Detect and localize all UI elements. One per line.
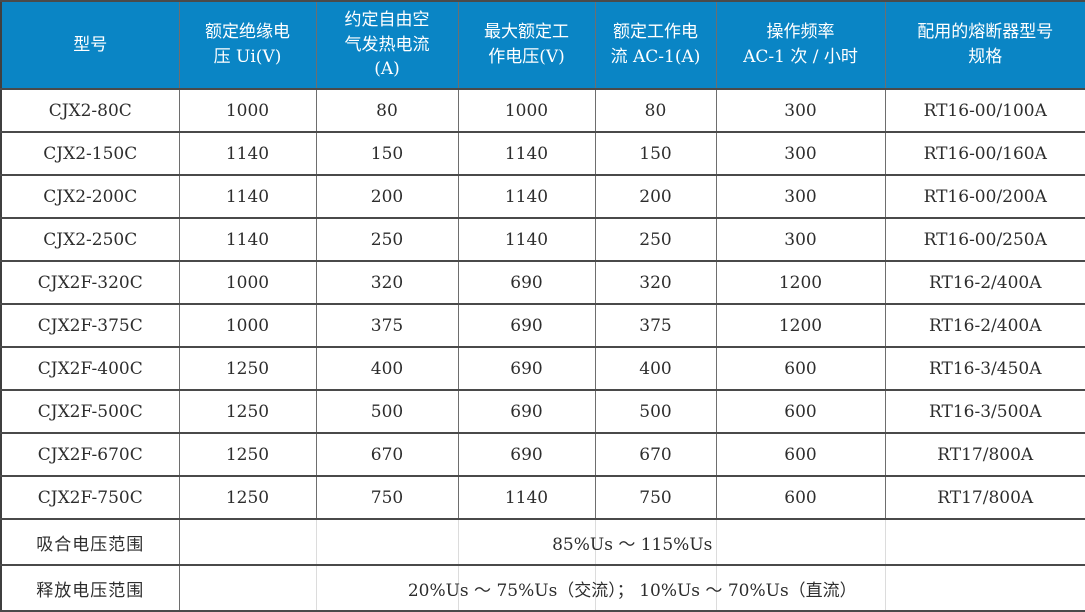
value-cell: 690 bbox=[457, 303, 596, 348]
value-cell: 150 bbox=[315, 131, 459, 176]
value-cell: 250 bbox=[594, 217, 717, 262]
fuse-spec-cell: RT16-00/100A bbox=[884, 88, 1085, 133]
table-row: CJX2-250C 1140 250 1140 250 300 RT16-00/250A bbox=[0, 217, 1085, 262]
fuse-spec-cell: RT16-2/400A bbox=[884, 260, 1085, 305]
model-cell: CJX2F-375C bbox=[0, 303, 180, 348]
col-header-3: 最大额定工 作电压(V) bbox=[457, 0, 596, 90]
value-cell: 320 bbox=[315, 260, 459, 305]
fuse-spec-cell: RT16-3/450A bbox=[884, 346, 1085, 391]
table-row: CJX2F-400C 1250 400 690 400 600 RT16-3/450A bbox=[0, 346, 1085, 391]
table-body: CJX2-80C 1000 80 1000 80 300 RT16-00/100A CJX2-… bbox=[0, 88, 1085, 520]
table-row: CJX2-200C 1140 200 1140 200 300 RT16-00/200A bbox=[0, 174, 1085, 219]
value-cell: 80 bbox=[594, 88, 717, 133]
col-header-2: 约定自由空 气发热电流 (A) bbox=[315, 0, 459, 90]
model-cell: CJX2F-400C bbox=[0, 346, 180, 391]
release-voltage-range-value: 20%Us ～ 75%Us（交流）； 10%Us ～ 70%Us（直流） bbox=[178, 564, 1085, 612]
fuse-spec-cell: RT16-00/200A bbox=[884, 174, 1085, 219]
fuse-spec-cell: RT16-00/250A bbox=[884, 217, 1085, 262]
value-cell: 250 bbox=[315, 217, 459, 262]
value-cell: 200 bbox=[315, 174, 459, 219]
value-cell: 1200 bbox=[715, 260, 886, 305]
value-cell: 1000 bbox=[178, 303, 317, 348]
value-cell: 1140 bbox=[457, 217, 596, 262]
value-cell: 1140 bbox=[178, 217, 317, 262]
model-cell: CJX2F-500C bbox=[0, 389, 180, 434]
value-cell: 1140 bbox=[178, 131, 317, 176]
value-cell: 690 bbox=[457, 389, 596, 434]
value-cell: 375 bbox=[315, 303, 459, 348]
value-cell: 690 bbox=[457, 432, 596, 477]
value-cell: 690 bbox=[457, 260, 596, 305]
table-row: CJX2F-670C 1250 670 690 670 600 RT17/800A bbox=[0, 432, 1085, 477]
model-cell: CJX2-150C bbox=[0, 131, 180, 176]
value-cell: 150 bbox=[594, 131, 717, 176]
value-cell: 300 bbox=[715, 217, 886, 262]
fuse-spec-cell: RT17/800A bbox=[884, 475, 1085, 520]
value-cell: 750 bbox=[315, 475, 459, 520]
value-cell: 300 bbox=[715, 131, 886, 176]
model-cell: CJX2F-670C bbox=[0, 432, 180, 477]
value-cell: 690 bbox=[457, 346, 596, 391]
release-voltage-range-label: 释放电压范围 bbox=[0, 564, 180, 612]
value-cell: 500 bbox=[315, 389, 459, 434]
value-cell: 200 bbox=[594, 174, 717, 219]
value-cell: 1140 bbox=[457, 174, 596, 219]
model-cell: CJX2-250C bbox=[0, 217, 180, 262]
value-cell: 1250 bbox=[178, 475, 317, 520]
model-cell: CJX2F-320C bbox=[0, 260, 180, 305]
col-header-6: 配用的熔断器型号 规格 bbox=[884, 0, 1085, 90]
value-cell: 1000 bbox=[178, 260, 317, 305]
value-cell: 400 bbox=[594, 346, 717, 391]
value-cell: 1250 bbox=[178, 389, 317, 434]
value-cell: 1250 bbox=[178, 432, 317, 477]
header-row: 型号 额定绝缘电 压 Ui(V) 约定自由空 气发热电流 (A) 最大额定工 作电压(… bbox=[0, 0, 1085, 90]
model-cell: CJX2-200C bbox=[0, 174, 180, 219]
value-cell: 320 bbox=[594, 260, 717, 305]
value-cell: 80 bbox=[315, 88, 459, 133]
value-cell: 300 bbox=[715, 88, 886, 133]
value-cell: 600 bbox=[715, 432, 886, 477]
footer-row-release-voltage: 释放电压范围 20%Us ～ 75%Us（交流）； 10%Us ～ 70%Us（… bbox=[0, 564, 1085, 612]
value-cell: 670 bbox=[315, 432, 459, 477]
fuse-spec-cell: RT16-00/160A bbox=[884, 131, 1085, 176]
value-cell: 1200 bbox=[715, 303, 886, 348]
value-cell: 1250 bbox=[178, 346, 317, 391]
col-header-5: 操作频率 AC-1 次 / 小时 bbox=[715, 0, 886, 90]
footer-row-pickup-voltage: 吸合电压范围 85%Us ～ 115%Us bbox=[0, 518, 1085, 566]
value-cell: 600 bbox=[715, 389, 886, 434]
table-row: CJX2F-500C 1250 500 690 500 600 RT16-3/500A bbox=[0, 389, 1085, 434]
col-header-4: 额定工作电 流 AC-1(A) bbox=[594, 0, 717, 90]
value-cell: 1140 bbox=[457, 475, 596, 520]
value-cell: 600 bbox=[715, 475, 886, 520]
fuse-spec-cell: RT17/800A bbox=[884, 432, 1085, 477]
value-cell: 670 bbox=[594, 432, 717, 477]
value-cell: 500 bbox=[594, 389, 717, 434]
value-cell: 400 bbox=[315, 346, 459, 391]
fuse-spec-cell: RT16-3/500A bbox=[884, 389, 1085, 434]
value-cell: 1140 bbox=[178, 174, 317, 219]
value-cell: 1140 bbox=[457, 131, 596, 176]
value-cell: 375 bbox=[594, 303, 717, 348]
table-row: CJX2F-750C 1250 750 1140 750 600 RT17/800A bbox=[0, 475, 1085, 520]
table-row: CJX2-150C 1140 150 1140 150 300 RT16-00/160A bbox=[0, 131, 1085, 176]
table-row: CJX2F-320C 1000 320 690 320 1200 RT16-2/400A bbox=[0, 260, 1085, 305]
table-row: CJX2-80C 1000 80 1000 80 300 RT16-00/100A bbox=[0, 88, 1085, 133]
model-cell: CJX2F-750C bbox=[0, 475, 180, 520]
value-cell: 750 bbox=[594, 475, 717, 520]
col-header-0: 型号 bbox=[0, 0, 180, 90]
table-row: CJX2F-375C 1000 375 690 375 1200 RT16-2/400A bbox=[0, 303, 1085, 348]
col-header-1: 额定绝缘电 压 Ui(V) bbox=[178, 0, 317, 90]
value-cell: 1000 bbox=[178, 88, 317, 133]
model-cell: CJX2-80C bbox=[0, 88, 180, 133]
pickup-voltage-range-value: 85%Us ～ 115%Us bbox=[178, 518, 1085, 566]
value-cell: 300 bbox=[715, 174, 886, 219]
fuse-spec-cell: RT16-2/400A bbox=[884, 303, 1085, 348]
value-cell: 600 bbox=[715, 346, 886, 391]
pickup-voltage-range-label: 吸合电压范围 bbox=[0, 518, 180, 566]
value-cell: 1000 bbox=[457, 88, 596, 133]
